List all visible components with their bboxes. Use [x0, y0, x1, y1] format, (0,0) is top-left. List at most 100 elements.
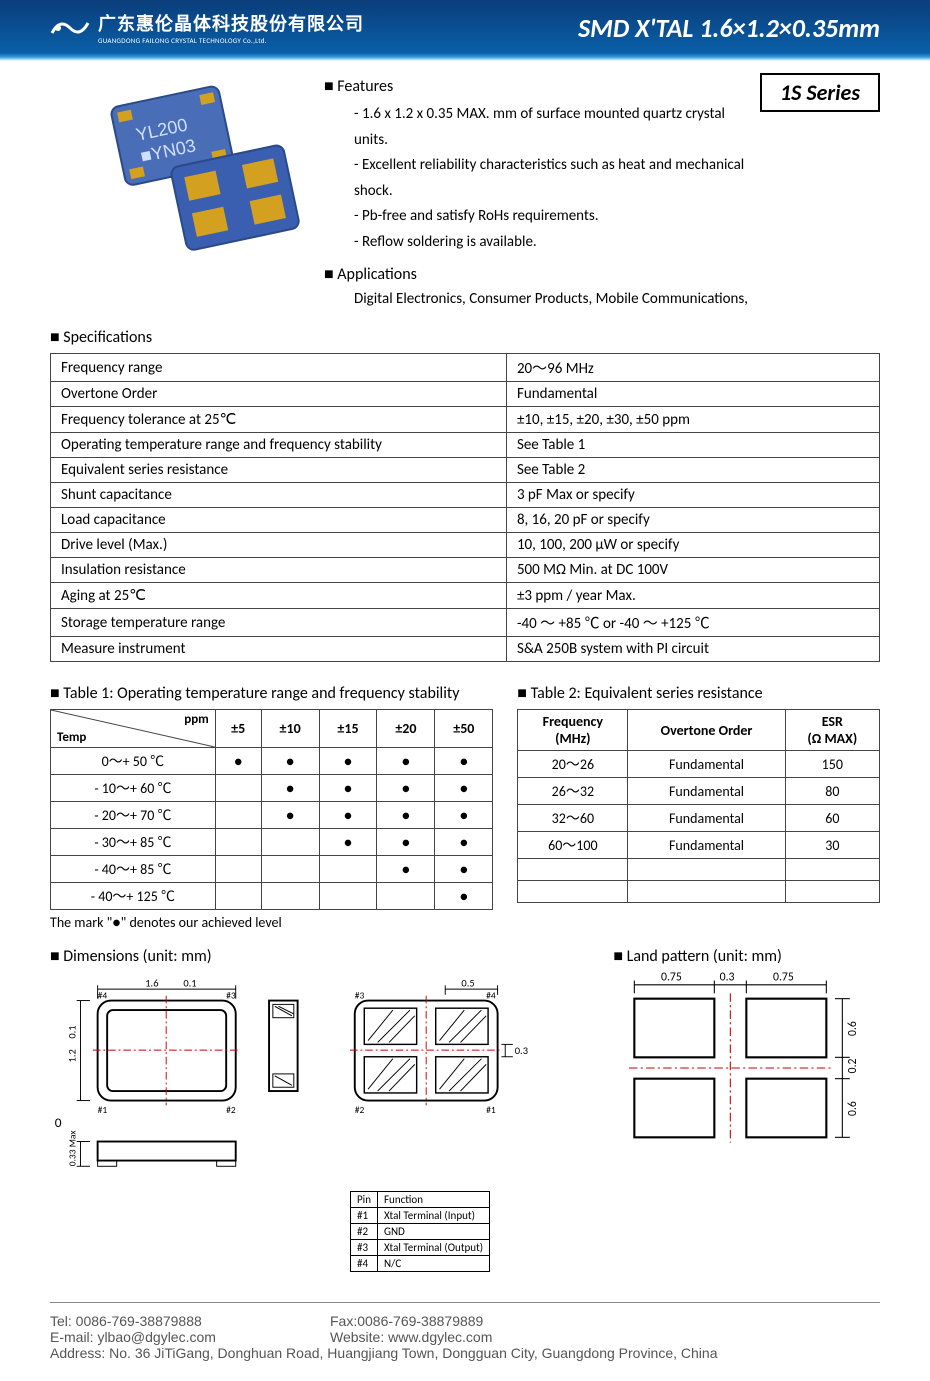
spec-cell: -40 ～ +85 ℃ or -40 ～ +125 ℃: [506, 609, 879, 637]
table1: ppmTemp±5±10±15±20±500～+ 50 ℃●●●●●- 10～+…: [50, 709, 493, 910]
footer-fax: Fax:0086-769-38879889: [330, 1313, 483, 1329]
table1-cell: ●: [435, 748, 493, 775]
dimensions-heading: Dimensions (unit: mm): [50, 947, 583, 966]
spec-cell: Insulation resistance: [51, 558, 507, 583]
table1-cell: ●: [377, 856, 435, 883]
spec-cell: 500 MΩ Min. at DC 100V: [506, 558, 879, 583]
svg-text:0.6: 0.6: [847, 1101, 861, 1116]
table1-col: ±10: [261, 710, 319, 748]
table1-col: ±15: [319, 710, 377, 748]
product-image: YL200 ■YN03: [50, 73, 310, 273]
header-title: SMD X'TAL 1.6×1.2×0.35mm: [578, 12, 880, 44]
spec-cell: See Table 1: [506, 433, 879, 458]
table2-cell: [518, 859, 628, 881]
table2-cell: [628, 881, 785, 903]
table2-cell: [785, 881, 879, 903]
spec-cell: S&A 250B system with PI circuit: [506, 637, 879, 662]
spec-cell: Measure instrument: [51, 637, 507, 662]
svg-text:#1: #1: [486, 1104, 496, 1116]
table2-cell: 26～32: [518, 778, 628, 805]
svg-text:#2: #2: [355, 1104, 365, 1116]
table2-cell: 60～100: [518, 832, 628, 859]
footer-web: Website: www.dgylec.com: [330, 1329, 492, 1345]
spec-cell: Load capacitance: [51, 508, 507, 533]
spec-cell: Fundamental: [506, 382, 879, 407]
land-pattern-drawing: 0.750.30.75 0.6 0.2 0.6: [613, 972, 880, 1164]
svg-text:0.1: 0.1: [66, 1025, 79, 1038]
footer-tel: Tel: 0086-769-38879888: [50, 1313, 330, 1329]
spec-cell: Shunt capacitance: [51, 483, 507, 508]
table1-cell: [215, 775, 261, 802]
svg-text:0.3: 0.3: [515, 1044, 528, 1057]
table1-cell: ●: [435, 883, 493, 910]
table1-cell: ●: [377, 748, 435, 775]
spec-cell: Overtone Order: [51, 382, 507, 407]
svg-text:#4: #4: [486, 990, 496, 1002]
table1-cell: [261, 856, 319, 883]
pin-table: PinFunction#1Xtal Terminal (Input)#2GND#…: [350, 1191, 490, 1272]
table1-cell: ●: [261, 748, 319, 775]
company-name-cn: 广东惠伦晶体科技股份有限公司: [98, 10, 364, 36]
feature-item: Reflow soldering is available.: [354, 230, 760, 256]
table2-cell: [785, 859, 879, 881]
spec-cell: Drive level (Max.): [51, 533, 507, 558]
table1-cell: ●: [435, 829, 493, 856]
spec-cell: Equivalent series resistance: [51, 458, 507, 483]
page-footer: Tel: 0086-769-38879888Fax:0086-769-38879…: [50, 1302, 880, 1381]
logo-block: 广东惠伦晶体科技股份有限公司 GUANGDONG FAILONG CRYSTAL…: [50, 10, 364, 45]
svg-text:1.6: 1.6: [145, 976, 158, 989]
logo-icon: [50, 13, 90, 43]
specifications-table: Frequency range20～96 MHzOvertone OrderFu…: [50, 353, 880, 662]
footer-email: E-mail: ylbao@dgylec.com: [50, 1329, 330, 1345]
table1-note: The mark "●" denotes our achieved level: [50, 914, 493, 931]
feature-item: 1.6 x 1.2 x 0.35 MAX. mm of surface moun…: [354, 102, 760, 153]
spec-cell: Frequency tolerance at 25℃: [51, 407, 507, 433]
spec-cell: 10, 100, 200 μW or specify: [506, 533, 879, 558]
table1-cell: ●: [435, 856, 493, 883]
spec-cell: Storage temperature range: [51, 609, 507, 637]
table2-cell: [518, 881, 628, 903]
table1-heading: Table 1: Operating temperature range and…: [50, 684, 493, 703]
table1-cell: ●: [319, 802, 377, 829]
table2-cell: 32～60: [518, 805, 628, 832]
table1-cell: [261, 829, 319, 856]
table2-heading: Table 2: Equivalent series resistance: [517, 684, 880, 703]
svg-text:0: 0: [55, 1114, 62, 1131]
spec-cell: Frequency range: [51, 354, 507, 382]
table1-cell: ●: [319, 829, 377, 856]
spec-cell: 3 pF Max or specify: [506, 483, 879, 508]
spec-cell: 8, 16, 20 pF or specify: [506, 508, 879, 533]
table1-cell: [319, 856, 377, 883]
table1-col: ±50: [435, 710, 493, 748]
svg-text:#1: #1: [98, 1104, 108, 1116]
svg-text:#2: #2: [226, 1104, 236, 1116]
footer-address: Address: No. 36 JiTiGang, Donghuan Road,…: [50, 1345, 880, 1361]
svg-text:#4: #4: [98, 990, 108, 1002]
table1-cell: [215, 802, 261, 829]
table2-cell: 60: [785, 805, 879, 832]
table2-col: Frequency(MHz): [518, 710, 628, 751]
dimensions-drawing: 1.6 0.1 #4 #3 #1 #2 1.2 0.1: [50, 972, 583, 1182]
svg-text:0.2: 0.2: [847, 1058, 861, 1073]
svg-text:#3: #3: [226, 990, 236, 1002]
table2-cell: Fundamental: [628, 778, 785, 805]
table1-cell: ●: [319, 748, 377, 775]
spec-cell: Aging at 25℃: [51, 583, 507, 609]
table1-cell: ●: [215, 748, 261, 775]
svg-text:0.1: 0.1: [183, 976, 196, 989]
table1-col: ±20: [377, 710, 435, 748]
features-heading: Features: [324, 77, 760, 96]
table1-cell: ●: [377, 775, 435, 802]
table1-col: ±5: [215, 710, 261, 748]
table2-col: Overtone Order: [628, 710, 785, 751]
table2-cell: Fundamental: [628, 751, 785, 778]
table2-col: ESR(Ω MAX): [785, 710, 879, 751]
feature-item: Excellent reliability characteristics su…: [354, 153, 760, 204]
svg-text:0.75: 0.75: [661, 972, 682, 985]
spec-cell: ±10, ±15, ±20, ±30, ±50 ppm: [506, 407, 879, 433]
svg-text:#3: #3: [355, 990, 365, 1002]
table1-cell: ●: [261, 775, 319, 802]
svg-text:1.2: 1.2: [66, 1049, 79, 1062]
table1-cell: ●: [377, 829, 435, 856]
feature-item: Pb-free and satisfy RoHs requirements.: [354, 204, 760, 230]
